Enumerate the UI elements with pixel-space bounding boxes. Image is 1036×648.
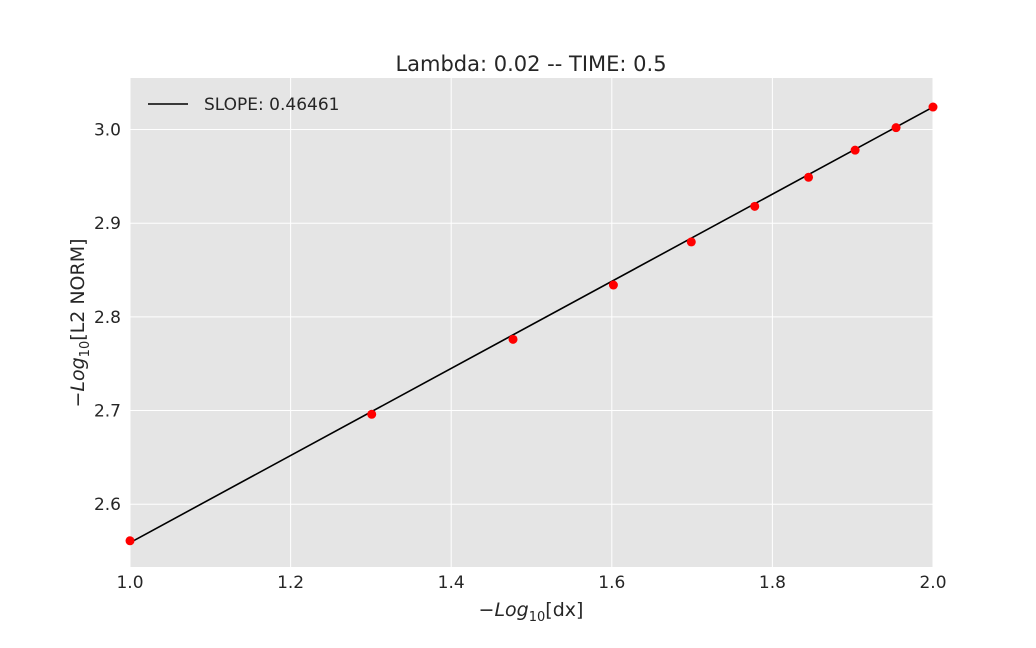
y-tick-label: 2.6: [94, 495, 121, 515]
y-axis-title-sub: 10: [78, 341, 93, 358]
y-axis-title-log: Log: [67, 357, 89, 391]
x-tick-label: 1.4: [438, 573, 465, 593]
x-axis-title: −Log10[dx]: [479, 599, 584, 625]
legend: SLOPE: 0.46461: [148, 95, 339, 115]
data-point: [850, 145, 860, 155]
x-tick-label: 1.0: [116, 573, 143, 593]
grid: [129, 78, 934, 567]
data-point: [367, 409, 377, 419]
legend-label: SLOPE: 0.46461: [204, 95, 339, 115]
x-axis-title-prefix: −: [479, 599, 495, 621]
data-point: [804, 172, 814, 182]
fit-lines: [129, 106, 934, 544]
y-axis-title-prefix: −: [67, 392, 89, 408]
x-tick-labels: 1.0 1.2 1.4 1.6 1.8 2.0: [116, 573, 946, 593]
data-point: [928, 102, 938, 112]
chart-title: Lambda: 0.02 -- TIME: 0.5: [395, 52, 666, 76]
data-points: [125, 102, 938, 546]
data-point: [508, 334, 518, 344]
data-point: [686, 237, 696, 247]
x-tick-label: 1.6: [598, 573, 625, 593]
y-axis-title-suffix: [L2 NORM]: [67, 238, 89, 340]
plot-area: [130, 78, 933, 567]
data-point: [891, 123, 901, 133]
y-tick-label: 2.8: [94, 308, 121, 328]
y-tick-label: 3.0: [94, 121, 121, 141]
data-point: [608, 280, 618, 290]
x-tick-label: 2.0: [919, 573, 946, 593]
slope-fit-line: [129, 106, 934, 544]
data-point: [125, 536, 135, 546]
x-axis-title-sub: 10: [529, 610, 546, 625]
y-axis-title: −Log10[L2 NORM]: [67, 238, 93, 407]
y-tick-labels: 2.6 2.7 2.8 2.9 3.0: [94, 121, 121, 516]
data-point: [750, 201, 760, 211]
x-tick-label: 1.2: [277, 573, 304, 593]
x-tick-label: 1.8: [759, 573, 786, 593]
x-axis-title-suffix: [dx]: [545, 599, 583, 621]
y-tick-label: 2.9: [94, 214, 121, 234]
y-tick-label: 2.7: [94, 402, 121, 422]
x-axis-title-log: Log: [494, 599, 528, 621]
